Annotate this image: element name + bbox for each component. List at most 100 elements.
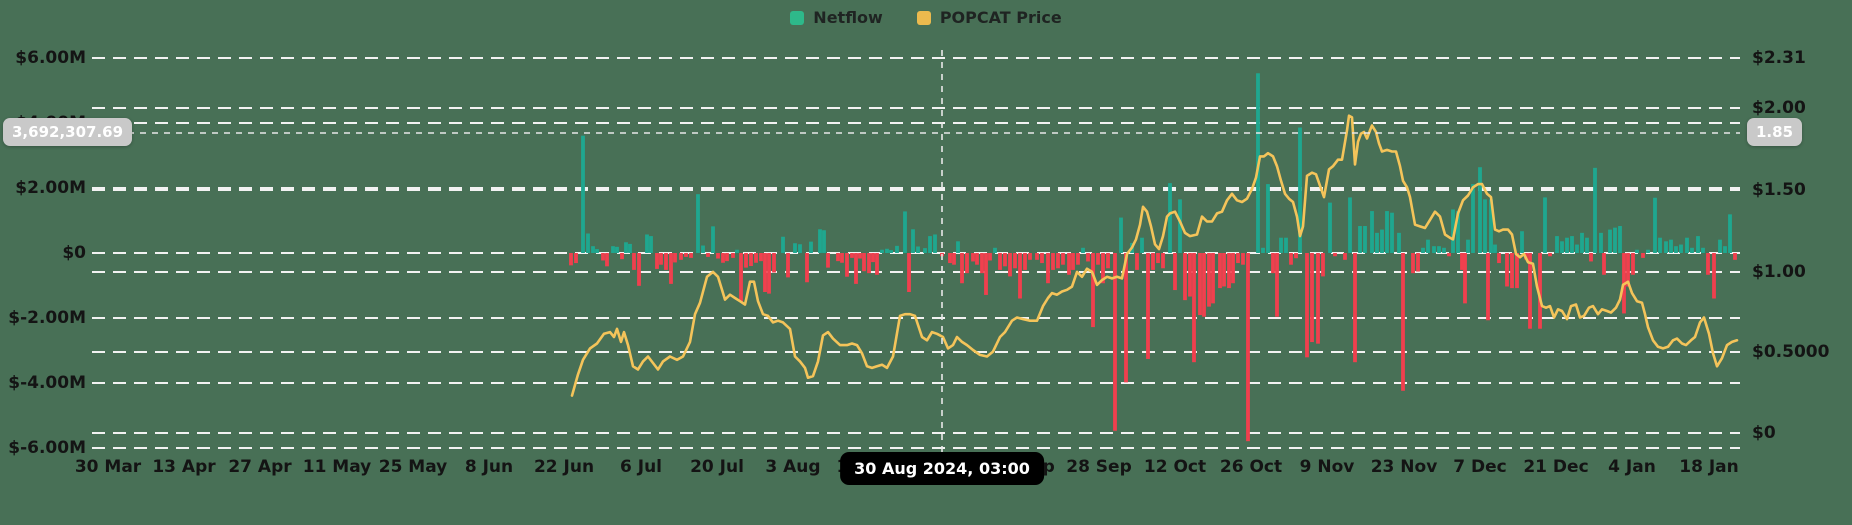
netflow-bar[interactable] — [735, 249, 739, 253]
netflow-bar[interactable] — [1370, 211, 1374, 253]
netflow-bar[interactable] — [1231, 253, 1235, 284]
netflow-bar[interactable] — [1266, 184, 1270, 253]
netflow-bar[interactable] — [1447, 253, 1451, 257]
netflow-bar[interactable] — [1222, 253, 1226, 287]
netflow-bar[interactable] — [1173, 253, 1177, 291]
netflow-bar[interactable] — [885, 248, 889, 253]
netflow-bar[interactable] — [601, 253, 605, 261]
netflow-bar[interactable] — [669, 253, 673, 284]
netflow-bar[interactable] — [1679, 244, 1683, 253]
netflow-bar[interactable] — [637, 253, 641, 286]
netflow-bar[interactable] — [1669, 239, 1673, 253]
netflow-bar[interactable] — [1051, 253, 1055, 270]
netflow-bar[interactable] — [1728, 214, 1732, 253]
netflow-bar[interactable] — [818, 229, 822, 253]
netflow-bar[interactable] — [1328, 202, 1332, 253]
netflow-bar[interactable] — [965, 253, 969, 274]
netflow-bar[interactable] — [822, 230, 826, 253]
netflow-bar[interactable] — [574, 253, 578, 264]
netflow-bar[interactable] — [1113, 253, 1117, 431]
netflow-bar[interactable] — [1261, 247, 1265, 253]
netflow-bar[interactable] — [1353, 253, 1357, 363]
netflow-bar[interactable] — [1316, 253, 1320, 344]
netflow-bar[interactable] — [1310, 253, 1314, 343]
netflow-bar[interactable] — [1489, 199, 1493, 253]
netflow-bar[interactable] — [903, 211, 907, 253]
netflow-bar[interactable] — [1198, 253, 1202, 316]
netflow-bar[interactable] — [786, 253, 790, 278]
netflow-bar[interactable] — [1432, 246, 1436, 253]
netflow-bar[interactable] — [1608, 229, 1612, 253]
netflow-bar[interactable] — [645, 234, 649, 253]
netflow-bar[interactable] — [591, 246, 595, 253]
netflow-bar[interactable] — [1096, 253, 1100, 265]
netflow-bar[interactable] — [1493, 244, 1497, 253]
netflow-bar[interactable] — [615, 246, 619, 253]
netflow-bar[interactable] — [1565, 237, 1569, 253]
netflow-bar[interactable] — [1271, 253, 1275, 274]
netflow-bar[interactable] — [1375, 232, 1379, 253]
netflow-bar[interactable] — [1555, 236, 1559, 253]
netflow-bar[interactable] — [1202, 253, 1206, 317]
netflow-bar[interactable] — [975, 253, 979, 265]
netflow-bar[interactable] — [1618, 226, 1622, 253]
netflow-bar[interactable] — [911, 229, 915, 253]
netflow-bar[interactable] — [1183, 253, 1187, 301]
netflow-bar[interactable] — [1451, 209, 1455, 253]
netflow-bar[interactable] — [933, 234, 937, 253]
netflow-bar[interactable] — [1333, 253, 1337, 257]
netflow-bar[interactable] — [805, 253, 809, 283]
netflow-bar[interactable] — [971, 253, 975, 262]
netflow-bar[interactable] — [1207, 253, 1211, 307]
netflow-bar[interactable] — [871, 253, 875, 263]
netflow-bar[interactable] — [1135, 253, 1139, 270]
netflow-bar[interactable] — [980, 253, 984, 274]
netflow-bar[interactable] — [1289, 253, 1293, 265]
netflow-bar[interactable] — [1101, 253, 1105, 284]
netflow-bar[interactable] — [1071, 253, 1075, 270]
netflow-bar[interactable] — [984, 253, 988, 295]
netflow-bar[interactable] — [1690, 247, 1694, 253]
netflow-bar[interactable] — [1483, 199, 1487, 253]
netflow-bar[interactable] — [1106, 253, 1110, 269]
netflow-bar[interactable] — [1626, 253, 1630, 287]
netflow-bar[interactable] — [850, 253, 854, 258]
netflow-bar[interactable] — [721, 253, 725, 263]
netflow-bar[interactable] — [1416, 253, 1420, 272]
netflow-bar[interactable] — [696, 194, 700, 253]
netflow-bar[interactable] — [956, 241, 960, 253]
netflow-bar[interactable] — [763, 253, 767, 292]
netflow-bar[interactable] — [1510, 253, 1514, 289]
netflow-bar[interactable] — [1631, 253, 1635, 275]
netflow-bar[interactable] — [1520, 231, 1524, 253]
netflow-bar[interactable] — [611, 246, 615, 253]
netflow-bar[interactable] — [754, 253, 758, 263]
netflow-bar[interactable] — [1161, 253, 1165, 269]
legend-item-popcat-price[interactable]: POPCAT Price — [916, 8, 1062, 27]
netflow-bar[interactable] — [664, 253, 668, 270]
netflow-bar[interactable] — [1076, 253, 1080, 265]
netflow-bar[interactable] — [1241, 253, 1245, 265]
netflow-bar[interactable] — [1589, 253, 1593, 262]
netflow-bar[interactable] — [581, 135, 585, 253]
netflow-bar[interactable] — [1505, 253, 1509, 287]
netflow-bar[interactable] — [1456, 211, 1460, 253]
netflow-bar[interactable] — [749, 253, 753, 266]
netflow-bar[interactable] — [1548, 253, 1552, 257]
netflow-bar[interactable] — [928, 236, 932, 253]
netflow-bar[interactable] — [1635, 249, 1639, 253]
netflow-bar[interactable] — [1685, 237, 1689, 253]
netflow-bar[interactable] — [952, 253, 956, 265]
netflow-bar[interactable] — [659, 253, 663, 265]
netflow-bar[interactable] — [1515, 253, 1519, 289]
netflow-bar[interactable] — [1086, 253, 1090, 262]
netflow-bar[interactable] — [1124, 253, 1128, 383]
netflow-bar[interactable] — [1275, 253, 1279, 317]
netflow-bar[interactable] — [1570, 236, 1574, 253]
netflow-bar[interactable] — [706, 253, 710, 257]
netflow-bar[interactable] — [1178, 199, 1182, 253]
netflow-bar[interactable] — [923, 248, 927, 253]
netflow-bar[interactable] — [1168, 183, 1172, 253]
netflow-bar[interactable] — [1056, 253, 1060, 269]
netflow-bar[interactable] — [1646, 249, 1650, 253]
